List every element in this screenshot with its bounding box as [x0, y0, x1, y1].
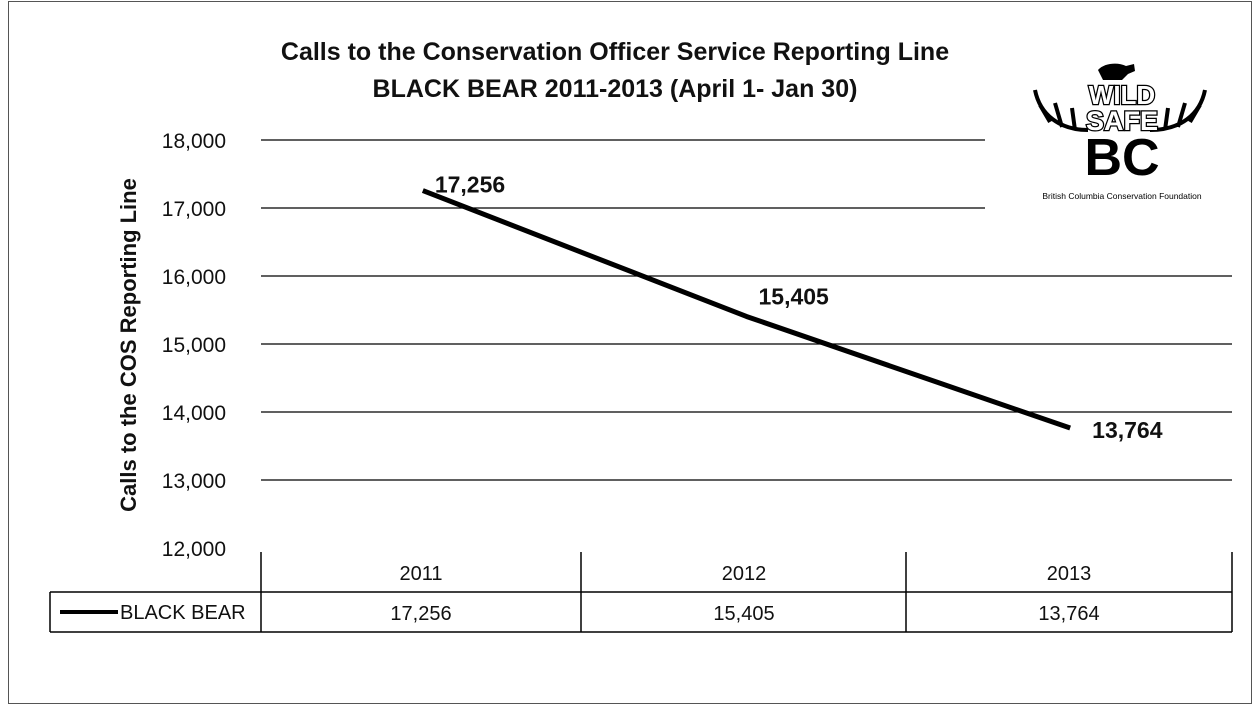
- logo-text-wild: WILD: [1089, 80, 1155, 110]
- chart-subtitle: BLACK BEAR 2011-2013 (April 1- Jan 30): [373, 75, 858, 103]
- y-tick-labels: 12,000 13,000 14,000 15,000 16,000 17,000 18,0…: [162, 130, 226, 561]
- table-header-2011: 2011: [399, 563, 442, 585]
- logo-text-bc: BC: [1084, 129, 1159, 187]
- table-value-2013: 13,764: [1038, 603, 1099, 625]
- y-tick-label-16000: 16,000: [162, 266, 226, 289]
- y-tick-label-18000: 18,000: [162, 130, 226, 153]
- data-labels: 17,256 15,405 13,764: [435, 172, 1163, 443]
- y-tick-label-15000: 15,000: [162, 334, 226, 357]
- logo-caption: British Columbia Conservation Foundation: [1042, 191, 1201, 201]
- chart-title: Calls to the Conservation Officer Servic…: [281, 38, 949, 66]
- table-value-2011: 17,256: [390, 603, 451, 625]
- y-tick-label-14000: 14,000: [162, 402, 226, 425]
- table-value-2012: 15,405: [713, 603, 774, 625]
- table-header-2012: 2012: [722, 563, 767, 585]
- data-label-2013: 13,764: [1092, 417, 1163, 443]
- data-label-2011: 17,256: [435, 172, 505, 198]
- series-black-bear: [421, 188, 1071, 431]
- chart-frame: [8, 1, 1252, 704]
- gridlines: [261, 139, 1232, 481]
- data-table: [49, 552, 1233, 633]
- wild-safe-bc-logo: WILD SAFE BC British Columbia Conservati…: [1025, 60, 1220, 206]
- y-tick-label-13000: 13,000: [162, 470, 226, 493]
- legend-label-black-bear: BLACK BEAR: [120, 602, 246, 624]
- y-tick-label-17000: 17,000: [162, 198, 226, 221]
- y-axis-label: Calls to the COS Reporting Line: [116, 178, 141, 512]
- logo-text-safe: SAFE: [1086, 106, 1158, 136]
- series-line-black-bear: [421, 188, 1071, 431]
- data-label-2012: 15,405: [759, 283, 830, 309]
- y-tick-label-12000: 12,000: [162, 538, 226, 561]
- table-header-2013: 2013: [1047, 563, 1092, 585]
